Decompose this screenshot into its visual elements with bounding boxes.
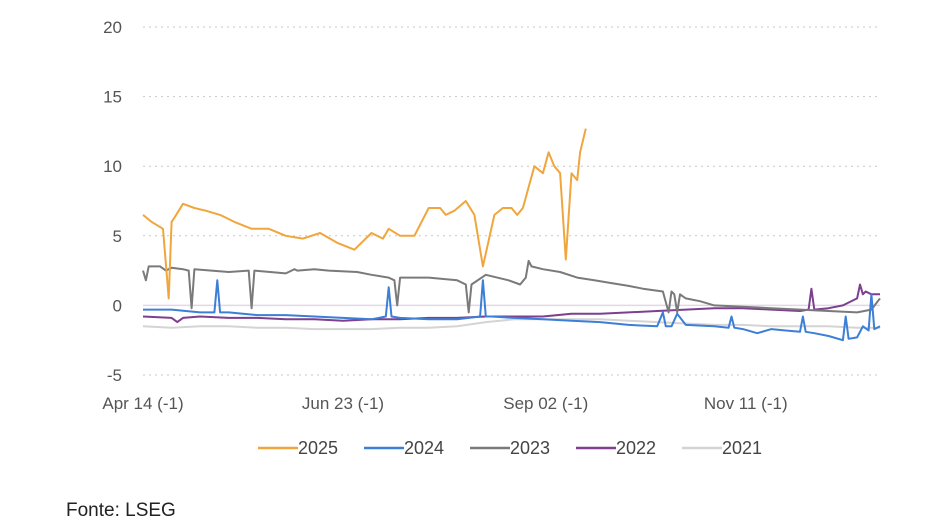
series-line-2025	[142, 128, 587, 300]
legend-label-2021: 2021	[722, 438, 762, 458]
y-tick-label: 5	[113, 227, 122, 246]
legend-label-2024: 2024	[404, 438, 444, 458]
y-tick-label: 10	[103, 157, 122, 176]
legend-label-2022: 2022	[616, 438, 656, 458]
y-tick-label: 0	[113, 296, 122, 315]
series-line-2022	[142, 283, 880, 324]
legend: 2025 2024 2023 2022 2021	[258, 438, 762, 458]
legend-label-2025: 2025	[298, 438, 338, 458]
series-line-2023	[142, 259, 881, 314]
legend-label-2023: 2023	[510, 438, 550, 458]
series-line-2024	[143, 279, 881, 342]
x-tick-label: Apr 14 (-1)	[102, 394, 183, 413]
x-tick-label: Jun 23 (-1)	[302, 394, 384, 413]
grid-lines	[143, 26, 880, 376]
x-tick-label: Sep 02 (-1)	[503, 394, 588, 413]
y-tick-label: -5	[107, 366, 122, 385]
source-note: Fonte: LSEG	[66, 500, 176, 521]
y-axis-ticks: -5 0 5 10 15 20	[103, 18, 122, 385]
series-lines	[142, 128, 881, 342]
x-tick-label: Nov 11 (-1)	[704, 394, 788, 413]
x-axis-ticks: Apr 14 (-1) Jun 23 (-1) Sep 02 (-1) Nov 11 …	[102, 394, 787, 413]
line-chart: -5 0 5 10 15 20 Apr 14 (-1) Jun 23 (-1) Sep 02 …	[102, 18, 881, 458]
y-tick-label: 15	[103, 88, 122, 107]
y-tick-label: 20	[103, 18, 122, 37]
series-line-2021	[142, 318, 880, 331]
